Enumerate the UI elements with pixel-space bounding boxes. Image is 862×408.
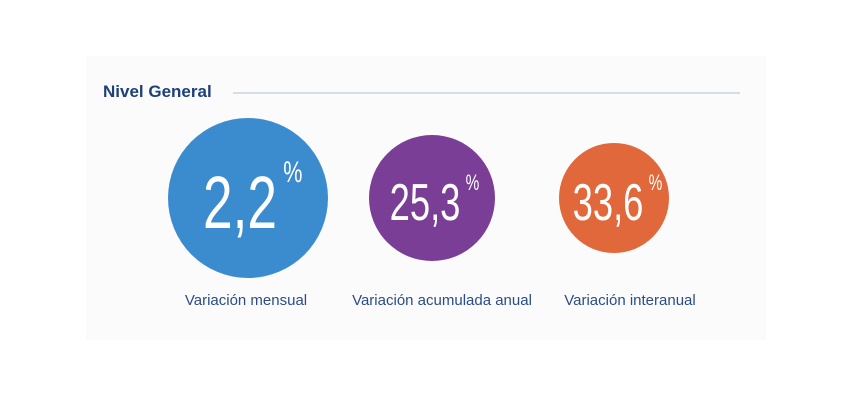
indicator-unit: % [466, 171, 480, 195]
indicator-label: Variación acumulada anual [352, 292, 532, 309]
indicator-value-group: 2,2 % [203, 154, 302, 244]
indicator-value: 2,2 [203, 161, 277, 244]
indicator-value: 33,6 [573, 172, 644, 231]
indicator-circle [559, 143, 669, 253]
indicator-unit: % [649, 171, 663, 195]
indicator-circle [369, 135, 495, 261]
section-title: Nivel General [103, 82, 212, 101]
indicator-circle [168, 118, 328, 278]
indicator-unit: % [283, 154, 302, 188]
indicator-label: Variación mensual [185, 292, 307, 309]
indicator-value-group: 33,6 % [573, 171, 663, 231]
indicator-value-group: 25,3 % [390, 171, 480, 231]
indicator-label: Variación interanual [564, 292, 695, 309]
indicator-value: 25,3 [390, 172, 461, 231]
